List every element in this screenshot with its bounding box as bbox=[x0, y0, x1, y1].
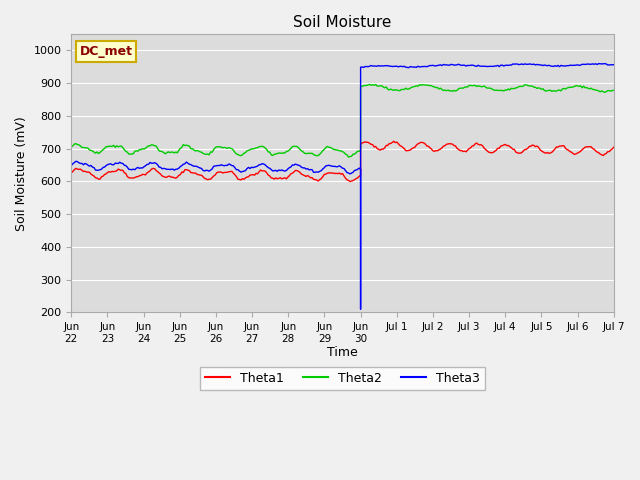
Theta2 bbox=[610, 87, 618, 93]
X-axis label: Time: Time bbox=[327, 347, 358, 360]
Theta2 bbox=[410, 84, 417, 90]
Theta2 bbox=[169, 149, 177, 155]
Theta1 bbox=[378, 146, 385, 152]
Theta1 bbox=[390, 138, 397, 144]
Theta3 bbox=[89, 164, 97, 170]
Y-axis label: Soil Moisture (mV): Soil Moisture (mV) bbox=[15, 116, 28, 230]
Theta1 bbox=[83, 169, 90, 175]
Theta3 bbox=[207, 167, 214, 173]
Theta1 bbox=[67, 170, 75, 176]
Theta1 bbox=[346, 179, 354, 184]
Legend: Theta1, Theta2, Theta3: Theta1, Theta2, Theta3 bbox=[200, 367, 484, 390]
Theta2 bbox=[397, 87, 405, 93]
Theta1 bbox=[169, 174, 177, 180]
Theta3 bbox=[70, 160, 78, 166]
Theta1 bbox=[610, 144, 618, 150]
Theta3 bbox=[449, 62, 456, 68]
Line: Theta1: Theta1 bbox=[71, 141, 614, 181]
Line: Theta2: Theta2 bbox=[71, 84, 614, 157]
Theta2 bbox=[380, 84, 387, 90]
Line: Theta3: Theta3 bbox=[71, 64, 614, 309]
Theta2 bbox=[83, 145, 90, 151]
Theta3 bbox=[595, 61, 602, 67]
Theta3 bbox=[67, 163, 75, 168]
Theta2 bbox=[547, 87, 554, 93]
Theta3 bbox=[140, 164, 148, 169]
Theta2 bbox=[67, 144, 75, 150]
Text: DC_met: DC_met bbox=[79, 45, 132, 58]
Theta3 bbox=[356, 306, 364, 312]
Theta2 bbox=[344, 154, 352, 160]
Theta1 bbox=[410, 145, 417, 151]
Theta3 bbox=[610, 62, 618, 68]
Theta1 bbox=[397, 144, 405, 149]
Theta1 bbox=[547, 150, 554, 156]
Title: Soil Moisture: Soil Moisture bbox=[293, 15, 392, 30]
Theta3 bbox=[75, 160, 83, 166]
Theta2 bbox=[366, 82, 374, 87]
